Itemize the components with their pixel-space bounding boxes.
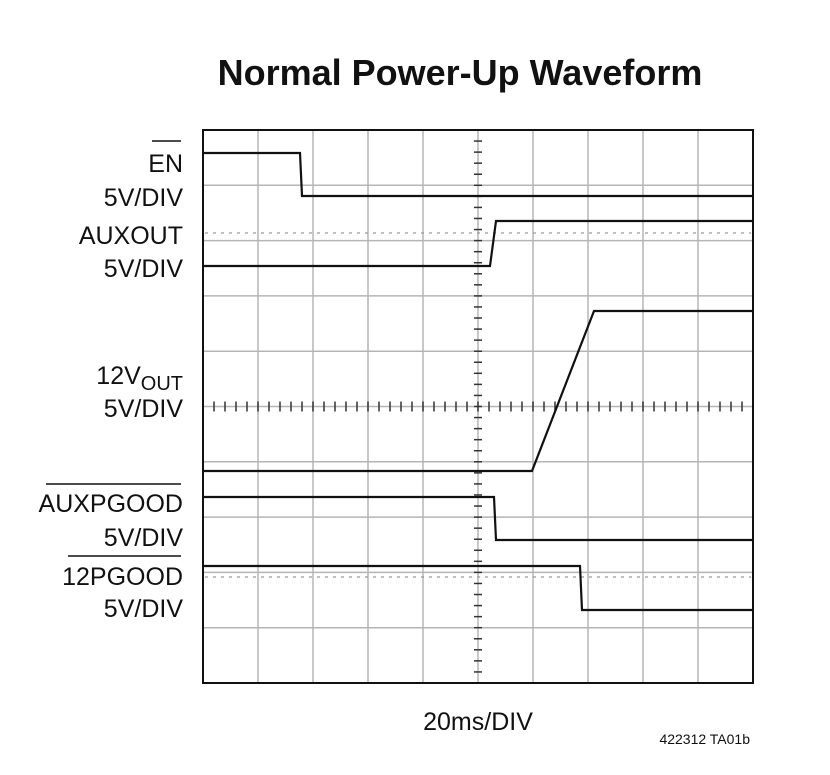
channel-scale: 5V/DIV [104,184,184,212]
channel-scale: 5V/DIV [104,255,184,283]
waveform-auxpgood [203,495,753,542]
grid [203,130,753,683]
channel-name-sub: OUT [141,373,183,395]
waveform-auxout [203,219,753,268]
channel-scale: 5V/DIV [104,524,184,552]
channel-name: 12PGOOD [62,563,183,591]
waveform-12pgood [203,564,753,612]
channel-scale: 5V/DIV [104,395,184,423]
channel-name: EN [148,150,183,178]
waveform-en [203,151,753,198]
waveform-12vout [203,309,753,473]
title: Normal Power-Up Waveform [218,52,703,93]
x-scale: 20ms/DIV [423,708,533,736]
screen-border [202,129,754,684]
channel-name: 12VOUT [96,362,183,395]
channel-name-main: 12V [96,362,141,390]
channel-name: AUXPGOOD [39,490,183,518]
figure-id: 422312 TA01b [659,731,750,747]
channel-name: AUXOUT [79,222,183,250]
channel-scale: 5V/DIV [104,595,184,623]
